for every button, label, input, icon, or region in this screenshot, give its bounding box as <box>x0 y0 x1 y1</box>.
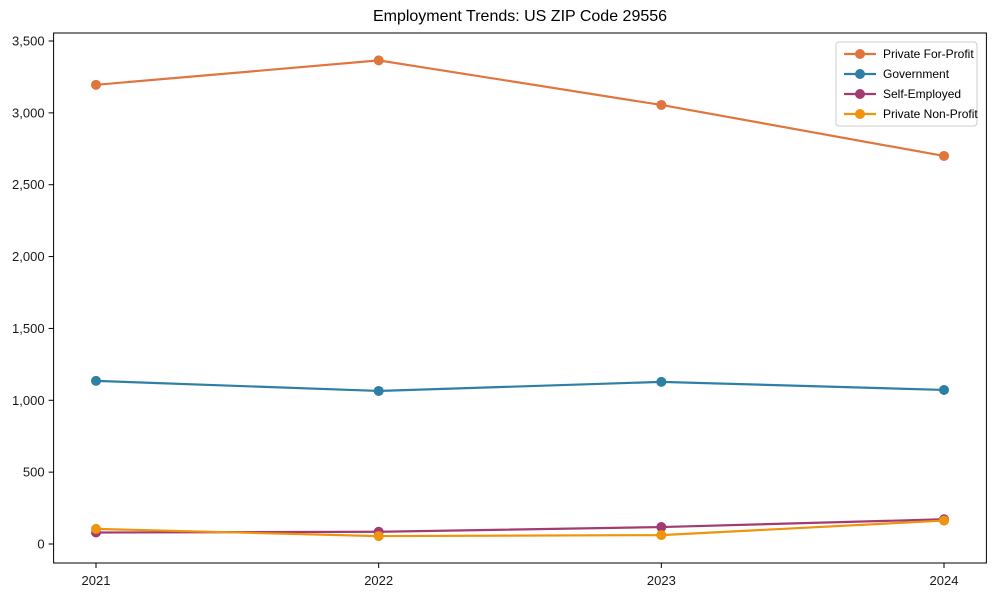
series-marker-private-for-profit-2021 <box>91 79 101 90</box>
y-axis-tick-label: 2,000 <box>12 249 45 264</box>
legend-box <box>835 41 978 127</box>
x-axis-tick-label: 2023 <box>647 573 676 588</box>
series-line-self-employed <box>95 518 945 534</box>
series-line-private-for-profit <box>95 59 945 158</box>
legend-item-private-non-profit: Private Non-Profit <box>844 107 978 121</box>
series-marker-self-employed-2023 <box>656 522 667 533</box>
y-axis-tick-label: 1,000 <box>12 393 45 408</box>
series-line-government <box>95 379 945 393</box>
series-marker-government-2024 <box>939 384 950 395</box>
x-axis-tick-label: 2022 <box>364 573 393 588</box>
series-marker-private-non-profit-2024 <box>939 515 950 526</box>
legend-marker-icon <box>855 49 865 59</box>
legend-item-label: Private Non-Profit <box>883 107 978 121</box>
series-marker-private-for-profit-2022 <box>373 55 384 66</box>
y-axis-tick-label: 2,500 <box>12 177 45 192</box>
legend-item-self-employed: Self-Employed <box>844 87 961 101</box>
series-marker-government-2022 <box>373 385 384 396</box>
series-marker-private-for-profit-2024 <box>939 150 950 161</box>
legend-item-government: Government <box>844 67 950 81</box>
series-marker-private-for-profit-2023 <box>656 99 667 110</box>
series-marker-private-non-profit-2022 <box>373 531 384 542</box>
series-marker-government-2021 <box>91 375 101 386</box>
plot-border <box>53 32 987 564</box>
y-axis-tick-label: 3,000 <box>12 105 45 120</box>
legend-item-label: Government <box>883 67 950 81</box>
y-axis-tick-label: 1,500 <box>12 321 45 336</box>
y-axis-tick-label: 500 <box>23 465 45 480</box>
legend-marker-icon <box>855 69 865 79</box>
y-axis-tick-label: 0 <box>37 537 44 552</box>
x-axis-tick-label: 2021 <box>82 573 111 588</box>
series-marker-private-non-profit-2021 <box>91 523 101 534</box>
legend-item-private-for-profit: Private For-Profit <box>844 47 974 61</box>
legend-marker-icon <box>855 89 865 99</box>
legend-marker-icon <box>855 109 865 119</box>
series-marker-government-2023 <box>656 376 667 387</box>
legend: Private For-Profit Government Self-Employe… <box>835 41 978 127</box>
series-line-private-non-profit <box>95 519 945 538</box>
series-marker-private-non-profit-2023 <box>656 530 667 541</box>
legend-item-label: Self-Employed <box>883 87 961 101</box>
legend-item-label: Private For-Profit <box>883 47 974 61</box>
chart-title: Employment Trends: US ZIP Code 29556 <box>372 8 668 25</box>
y-axis-tick-label: 3,500 <box>12 34 45 49</box>
x-axis-tick-label: 2024 <box>930 573 959 588</box>
